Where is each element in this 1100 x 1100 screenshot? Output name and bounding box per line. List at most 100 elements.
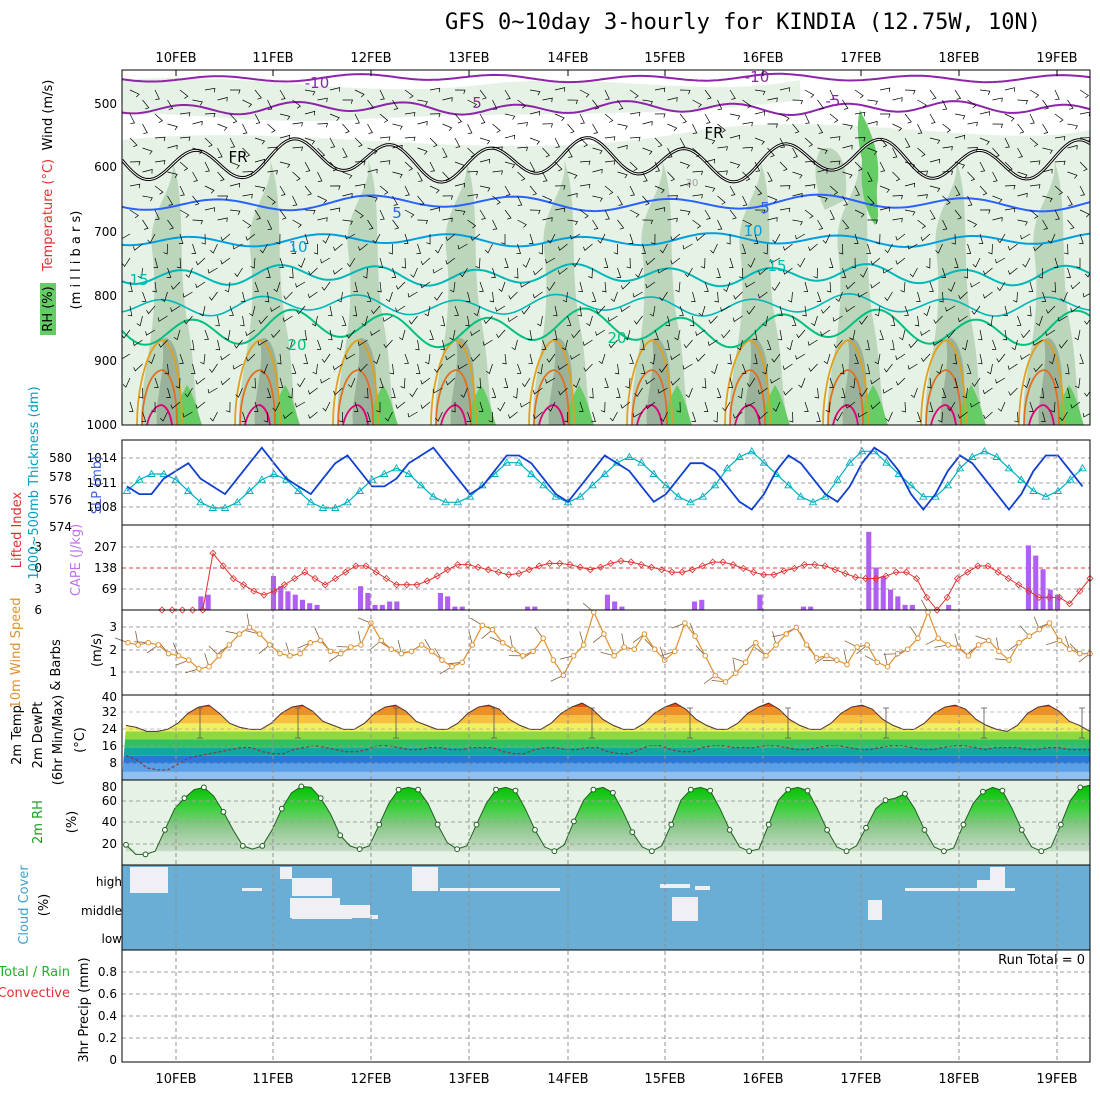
rh-marker bbox=[201, 784, 207, 791]
wind-barb bbox=[645, 257, 656, 266]
wind-barb bbox=[742, 195, 748, 206]
wind-speed-marker bbox=[925, 609, 931, 616]
wind-barb bbox=[701, 377, 707, 389]
wind-barb bbox=[1012, 291, 1018, 303]
wind-barb bbox=[1093, 220, 1100, 224]
lifted-index-marker bbox=[698, 562, 707, 570]
wind-barb bbox=[442, 97, 453, 102]
wind-barb bbox=[634, 315, 643, 325]
wind-barb bbox=[763, 243, 768, 255]
wind-barb bbox=[867, 147, 878, 155]
wind-barb bbox=[529, 111, 541, 116]
thickness-marker bbox=[661, 480, 671, 489]
cape-li-panel bbox=[122, 531, 1094, 614]
contour-label: 20 bbox=[287, 336, 306, 354]
wind-barb bbox=[139, 387, 144, 399]
wind-barb bbox=[826, 281, 832, 293]
wind-barb bbox=[875, 233, 881, 245]
lifted-index-marker bbox=[1004, 574, 1012, 583]
wind-barb bbox=[307, 387, 318, 395]
wind-barb bbox=[304, 233, 309, 244]
date-label-top: 11FEB bbox=[252, 51, 293, 66]
wind-barb bbox=[609, 411, 618, 422]
wind-barb bbox=[682, 243, 693, 250]
wind-barb bbox=[479, 89, 487, 100]
wind-barb bbox=[814, 387, 819, 399]
wind-barb bbox=[316, 339, 322, 350]
lifted-index-marker bbox=[943, 593, 951, 601]
wind-barb bbox=[366, 291, 372, 302]
wind-barb bbox=[726, 233, 731, 245]
rh-marker bbox=[259, 843, 266, 849]
wind-barb bbox=[492, 195, 501, 205]
wind-barb bbox=[626, 257, 631, 269]
cloud-block bbox=[242, 888, 262, 891]
wind-barb bbox=[352, 305, 358, 317]
precip-label-total: Total / Rain bbox=[0, 965, 70, 980]
rh-marker bbox=[181, 795, 188, 801]
wind-barb bbox=[860, 267, 868, 278]
date-label-top: 16FEB bbox=[742, 51, 783, 66]
wind-barb bbox=[298, 257, 306, 268]
wind-barb bbox=[517, 122, 528, 127]
wind-barb bbox=[607, 315, 618, 322]
wind-barb bbox=[797, 257, 806, 268]
wind-barb bbox=[716, 267, 721, 278]
wind-barb bbox=[679, 305, 684, 316]
thickness-marker bbox=[759, 458, 769, 466]
wind-barb bbox=[1042, 219, 1049, 230]
thickness-marker bbox=[857, 446, 867, 455]
wind-speed-marker bbox=[449, 663, 455, 670]
wind-barb bbox=[808, 363, 818, 372]
wind-barb bbox=[170, 305, 181, 312]
temp-minmax-whisker bbox=[981, 707, 987, 739]
wind-barb bbox=[200, 353, 206, 365]
wind-barb bbox=[517, 146, 528, 152]
wind-barb bbox=[517, 99, 527, 109]
wind-barb bbox=[492, 123, 501, 133]
wind-barb bbox=[870, 377, 881, 385]
wind-barb bbox=[1029, 401, 1034, 412]
wind-barb bbox=[504, 89, 511, 100]
wind-barb bbox=[865, 363, 871, 375]
wind-barb bbox=[595, 329, 606, 336]
wind-barb bbox=[392, 144, 403, 150]
wind-barb bbox=[445, 233, 456, 241]
wind-barb bbox=[558, 387, 568, 396]
wind-barb bbox=[373, 353, 381, 365]
wind-barb bbox=[266, 267, 271, 278]
wind-barb bbox=[167, 123, 178, 131]
wind-barb bbox=[371, 305, 381, 315]
wind-barb bbox=[692, 194, 703, 199]
cloud-block bbox=[660, 884, 690, 888]
wind-barb bbox=[917, 147, 926, 157]
wind-barb bbox=[542, 217, 553, 222]
wind-barb bbox=[507, 411, 518, 419]
cape-bar bbox=[387, 601, 393, 610]
wind-barb bbox=[767, 195, 778, 204]
wind-barb bbox=[954, 161, 966, 169]
wind-barb bbox=[820, 305, 831, 314]
wind-barb bbox=[545, 377, 556, 384]
wind-barb bbox=[803, 281, 809, 292]
wind-barb bbox=[479, 185, 491, 192]
cape-bar bbox=[445, 596, 451, 610]
wind-barb bbox=[141, 291, 147, 302]
rh-marker bbox=[668, 821, 675, 828]
wind-barb bbox=[1070, 401, 1081, 409]
wind-barb bbox=[859, 315, 868, 325]
wind-barb bbox=[654, 87, 666, 93]
wind-barb bbox=[700, 257, 706, 269]
temp-25-contour bbox=[920, 339, 967, 425]
wind-barb bbox=[403, 233, 409, 244]
temp-band bbox=[122, 747, 1090, 756]
wind-speed-marker bbox=[175, 653, 182, 659]
wind-barb bbox=[741, 243, 747, 254]
wind-barb bbox=[870, 401, 881, 410]
wind-barb bbox=[209, 411, 218, 422]
wind-barb bbox=[634, 387, 643, 397]
wind-barb bbox=[1002, 329, 1008, 341]
wind-barb bbox=[777, 329, 783, 341]
cape-bar bbox=[394, 601, 400, 610]
wind-barb bbox=[742, 99, 752, 109]
